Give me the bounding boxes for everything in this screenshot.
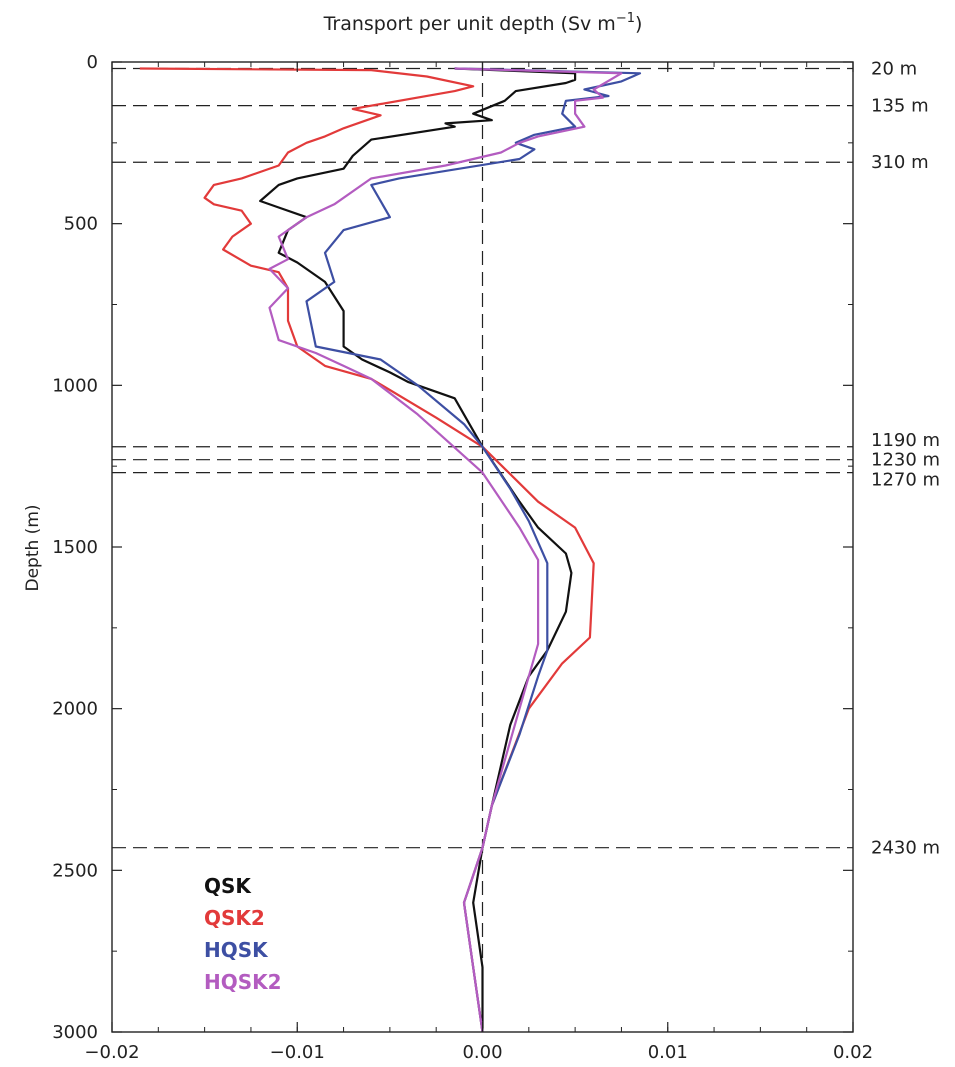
y-tick-label: 1500 xyxy=(52,537,98,558)
chart-title: Transport per unit depth (Sv m−1) xyxy=(323,11,643,35)
x-tick-label: 0.01 xyxy=(648,1042,688,1063)
legend-entry: QSK xyxy=(204,874,252,898)
series-line-hqsk xyxy=(305,67,642,1033)
x-tick-label: 0.02 xyxy=(833,1042,873,1063)
series-lines xyxy=(139,67,642,1033)
y-tick-label: 1000 xyxy=(52,375,98,396)
legend-entry: QSK2 xyxy=(204,906,265,930)
reference-depth-label: 310 m xyxy=(871,152,929,173)
reference-depth-label: 20 m xyxy=(871,58,917,79)
reference-depth-label: 1270 m xyxy=(871,470,940,491)
x-tick-label: −0.01 xyxy=(270,1042,325,1063)
y-tick-label: 500 xyxy=(64,214,98,235)
y-tick-label: 2500 xyxy=(52,860,98,881)
series-line-qsk xyxy=(259,67,577,1032)
y-tick-label: 2000 xyxy=(52,699,98,720)
legend-entry: HQSK xyxy=(204,938,269,962)
y-tick-label: 3000 xyxy=(52,1022,98,1043)
legend-entry: HQSK2 xyxy=(204,970,282,994)
y-axis-label: Depth (m) xyxy=(23,504,43,591)
series-line-hqsk2 xyxy=(268,67,623,1033)
reference-depth-label: 135 m xyxy=(871,96,929,117)
reference-depth-label: 1230 m xyxy=(871,450,940,471)
x-tick-label: −0.02 xyxy=(84,1042,139,1063)
series-line-qsk2 xyxy=(139,67,595,1033)
reference-depth-label: 1190 m xyxy=(871,430,940,451)
x-tick-label: 0.00 xyxy=(462,1042,502,1063)
reference-depth-label: 2430 m xyxy=(871,838,940,859)
legend: QSK QSK2 HQSK HQSK2 xyxy=(204,874,282,994)
y-tick-label: 0 xyxy=(87,52,98,73)
axis-ticks: −0.02 −0.01 0.00 0.01 0.02 0 500 1000 1500 2000 25… xyxy=(52,52,873,1063)
